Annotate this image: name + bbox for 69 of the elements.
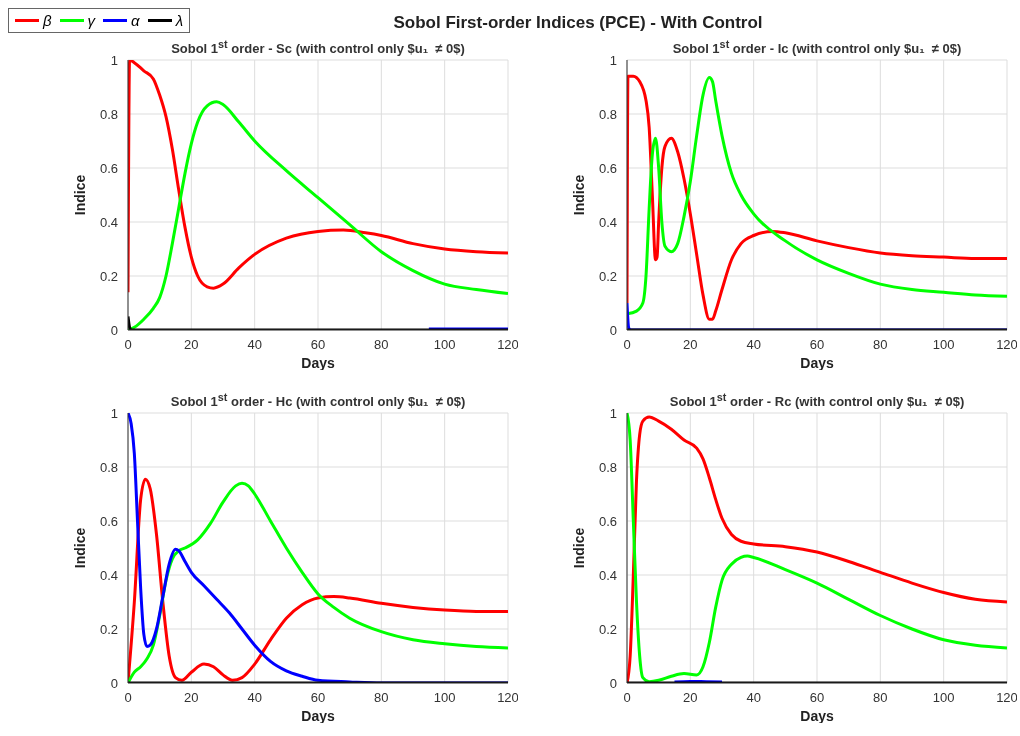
x-axis-title: Days xyxy=(800,355,834,371)
x-tick-label: 120 xyxy=(497,337,519,353)
y-tick-label: 1 xyxy=(110,405,118,421)
y-tick-label: 0.8 xyxy=(99,106,118,122)
x-tick-label: 20 xyxy=(184,337,199,353)
text: Sobol First-order Indices (PCE) - With Control xyxy=(392,13,764,33)
x-tick-label: 100 xyxy=(433,337,456,353)
x-axis-title: Days xyxy=(301,355,335,371)
y-tick-label: 0.4 xyxy=(99,214,118,230)
x-tick-label: 0 xyxy=(623,690,631,706)
x-tick-label: 40 xyxy=(247,690,262,706)
x-tick-label: 40 xyxy=(247,337,262,353)
y-tick-label: 0.6 xyxy=(598,513,617,529)
x-tick-label: 80 xyxy=(374,690,389,706)
x-tick-label: 20 xyxy=(184,690,199,706)
x-tick-label: 80 xyxy=(873,337,888,353)
legend-label: γ xyxy=(87,12,96,29)
x-tick-label: 60 xyxy=(310,690,326,706)
x-tick-label: 20 xyxy=(683,690,698,706)
y-tick-label: 0.6 xyxy=(598,160,617,176)
y-tick-label: 0.8 xyxy=(598,459,617,475)
x-tick-label: 120 xyxy=(996,337,1018,353)
y-tick-label: 0.8 xyxy=(99,459,118,475)
x-tick-label: 0 xyxy=(124,337,132,353)
chart-title: Sobol 1$^{st}$ order - Ic (with control only $u₁ ≠ 0$) xyxy=(671,38,963,57)
x-tick-label: 40 xyxy=(746,337,761,353)
x-tick-label: 60 xyxy=(809,337,825,353)
x-tick-label: 100 xyxy=(932,690,955,706)
x-tick-label: 60 xyxy=(310,337,326,353)
y-tick-label: 0.8 xyxy=(598,106,617,122)
y-tick-label: 1 xyxy=(110,52,118,68)
x-tick-label: 20 xyxy=(683,337,698,353)
x-tick-label: 60 xyxy=(809,690,825,706)
x-tick-label: 0 xyxy=(623,337,631,353)
x-axis-title: Days xyxy=(800,708,834,724)
chart-title: Sobol 1$^{st}$ order - Rc (with control only $u₁ ≠ 0$) xyxy=(668,391,966,410)
chart-title: Sobol 1$^{st}$ order - Sc (with control only $u₁ ≠ 0$) xyxy=(170,38,466,57)
x-tick-label: 120 xyxy=(497,690,519,706)
y-tick-label: 0.4 xyxy=(598,214,617,230)
legend-label: λ xyxy=(175,12,184,29)
y-tick-label: 0 xyxy=(110,322,118,338)
y-tick-label: 0.6 xyxy=(99,513,118,529)
y-tick-label: 0.2 xyxy=(598,268,617,284)
x-tick-label: 80 xyxy=(374,337,389,353)
y-axis-title: Indice xyxy=(71,527,88,569)
y-tick-label: 0 xyxy=(110,675,118,691)
x-tick-label: 0 xyxy=(124,690,132,706)
y-tick-label: 1 xyxy=(609,52,617,68)
x-tick-label: 40 xyxy=(746,690,761,706)
legend-label: α xyxy=(131,12,140,29)
y-tick-label: 0.2 xyxy=(99,621,118,637)
y-axis-title: Indice xyxy=(570,174,587,216)
y-axis-title: Indice xyxy=(570,527,587,569)
y-tick-label: 0.6 xyxy=(99,160,118,176)
legend-label: β xyxy=(43,12,52,29)
y-axis-title: Indice xyxy=(71,174,88,216)
y-tick-label: 0 xyxy=(609,322,617,338)
y-tick-label: 0.2 xyxy=(598,621,617,637)
y-tick-label: 1 xyxy=(609,405,617,421)
x-tick-label: 100 xyxy=(433,690,456,706)
y-tick-label: 0.4 xyxy=(598,567,617,583)
y-tick-label: 0.2 xyxy=(99,268,118,284)
x-tick-label: 120 xyxy=(996,690,1018,706)
x-axis-title: Days xyxy=(301,708,335,724)
y-tick-label: 0 xyxy=(609,675,617,691)
chart-title: Sobol 1$^{st}$ order - Hc (with control only $u₁ ≠ 0$) xyxy=(169,391,467,410)
y-tick-label: 0.4 xyxy=(99,567,118,583)
x-tick-label: 100 xyxy=(932,337,955,353)
x-tick-label: 80 xyxy=(873,690,888,706)
